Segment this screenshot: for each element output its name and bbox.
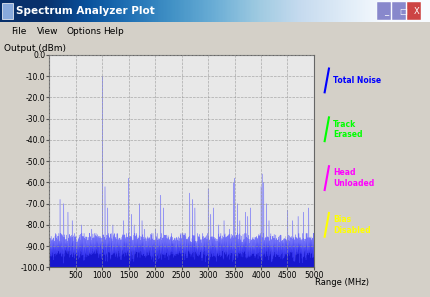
- Text: Head
Unloaded: Head Unloaded: [333, 168, 375, 188]
- Text: Output (dBm): Output (dBm): [4, 44, 66, 53]
- Text: _: _: [384, 7, 388, 16]
- Text: Help: Help: [103, 27, 124, 36]
- Text: X: X: [414, 7, 420, 16]
- Text: File: File: [11, 27, 26, 36]
- Text: Spectrum Analyzer Plot: Spectrum Analyzer Plot: [16, 6, 155, 16]
- Text: Bias
Disabled: Bias Disabled: [333, 215, 371, 235]
- Text: Total Noise: Total Noise: [333, 76, 381, 85]
- Bar: [407, 2, 421, 20]
- Text: □: □: [399, 7, 407, 16]
- Bar: [2, 3, 13, 19]
- Text: View: View: [37, 27, 58, 36]
- Bar: [377, 2, 391, 20]
- Text: Track
Erased: Track Erased: [333, 120, 363, 139]
- Text: Options: Options: [67, 27, 101, 36]
- Bar: [392, 2, 406, 20]
- Text: Range (MHz): Range (MHz): [315, 278, 369, 287]
